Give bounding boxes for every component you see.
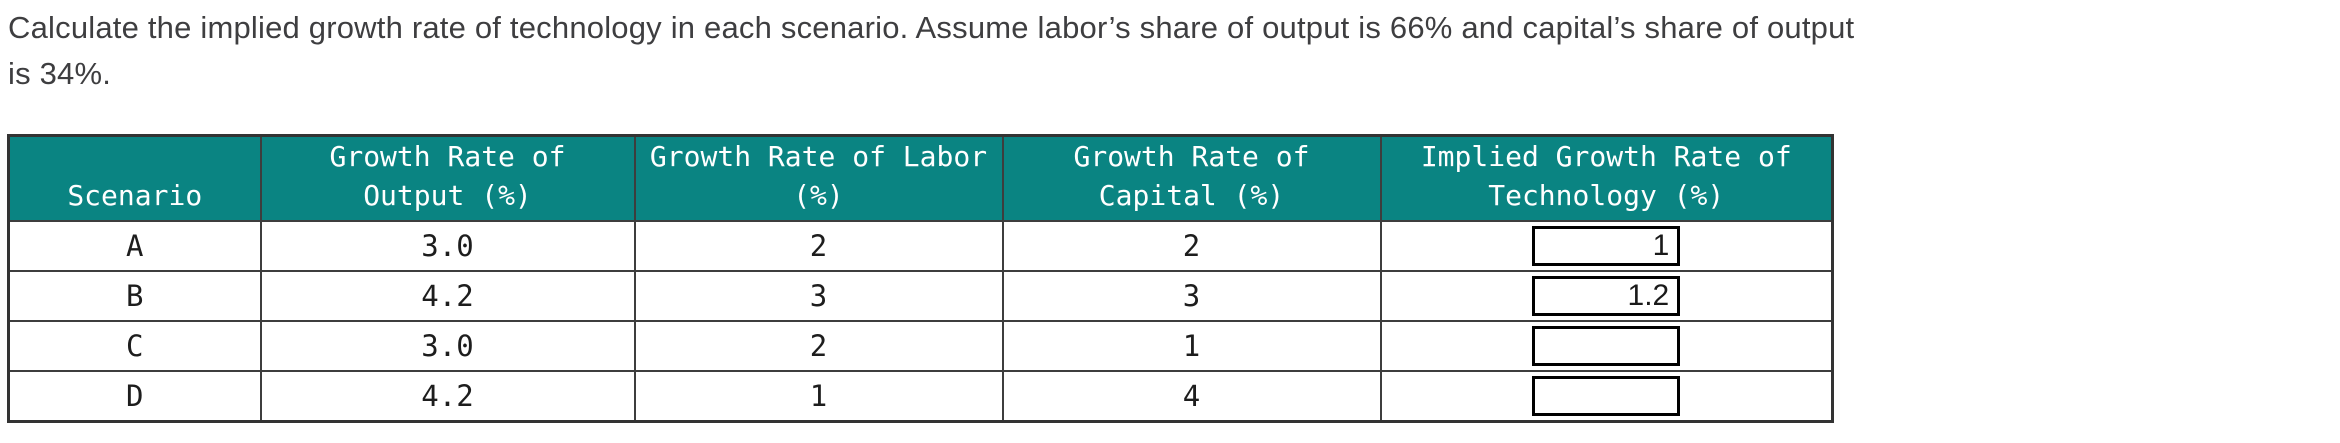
growth-rate-table: Scenario Growth Rate of Output (%) Growt… <box>7 134 1834 423</box>
labor-growth-cell: 1 <box>633 370 1004 422</box>
column-header-implied-tech-growth: Implied Growth Rate of Technology (%) <box>1379 134 1834 222</box>
output-growth-cell: 3.0 <box>259 220 636 272</box>
scenario-cell: B <box>7 270 262 322</box>
scenario-cell: D <box>7 370 262 422</box>
header-line: (%) <box>793 179 844 212</box>
scenario-cell: C <box>7 320 262 372</box>
implied-tech-input-b[interactable] <box>1532 276 1681 316</box>
table-row-scenario-d: D 4.2 1 4 <box>7 370 1834 422</box>
question-line-2: is 34%. <box>8 56 112 91</box>
header-line: Output (%) <box>363 179 532 212</box>
implied-tech-cell <box>1379 370 1834 422</box>
output-growth-cell: 4.2 <box>259 270 636 322</box>
implied-tech-input-d[interactable] <box>1532 375 1681 416</box>
table-row-scenario-a: A 3.0 2 2 <box>7 220 1834 272</box>
capital-growth-cell: 2 <box>1001 220 1382 272</box>
column-header-output-growth: Growth Rate of Output (%) <box>259 134 636 222</box>
column-header-labor-growth: Growth Rate of Labor (%) <box>633 134 1004 222</box>
header-row: Scenario Growth Rate of Output (%) Growt… <box>7 134 1834 222</box>
header-line: Scenario <box>67 179 203 212</box>
implied-tech-cell <box>1379 270 1834 322</box>
header-line: Technology (%) <box>1488 179 1725 212</box>
labor-growth-cell: 2 <box>633 220 1004 272</box>
header-line: Growth Rate of <box>1073 140 1310 173</box>
scenario-cell: A <box>7 220 262 272</box>
table-row-scenario-c: C 3.0 2 1 <box>7 320 1834 372</box>
implied-tech-cell <box>1379 320 1834 372</box>
output-growth-cell: 4.2 <box>259 370 636 422</box>
header-line: Capital (%) <box>1098 179 1285 212</box>
column-header-scenario: Scenario <box>7 134 262 222</box>
header-line: Implied Growth Rate of <box>1420 140 1792 173</box>
labor-growth-cell: 2 <box>633 320 1004 372</box>
implied-tech-cell <box>1379 220 1834 272</box>
capital-growth-cell: 3 <box>1001 270 1382 322</box>
question-text: Calculate the implied growth rate of tec… <box>8 5 2334 97</box>
capital-growth-cell: 1 <box>1001 320 1382 372</box>
implied-tech-input-c[interactable] <box>1532 326 1681 366</box>
header-line: Growth Rate of <box>329 140 566 173</box>
question-line-1: Calculate the implied growth rate of tec… <box>8 10 1855 45</box>
implied-tech-input-a[interactable] <box>1532 226 1681 266</box>
table-row-scenario-b: B 4.2 3 3 <box>7 270 1834 322</box>
labor-growth-cell: 3 <box>633 270 1004 322</box>
output-growth-cell: 3.0 <box>259 320 636 372</box>
header-line: Growth Rate of Labor <box>649 140 988 173</box>
column-header-capital-growth: Growth Rate of Capital (%) <box>1001 134 1382 222</box>
capital-growth-cell: 4 <box>1001 370 1382 422</box>
